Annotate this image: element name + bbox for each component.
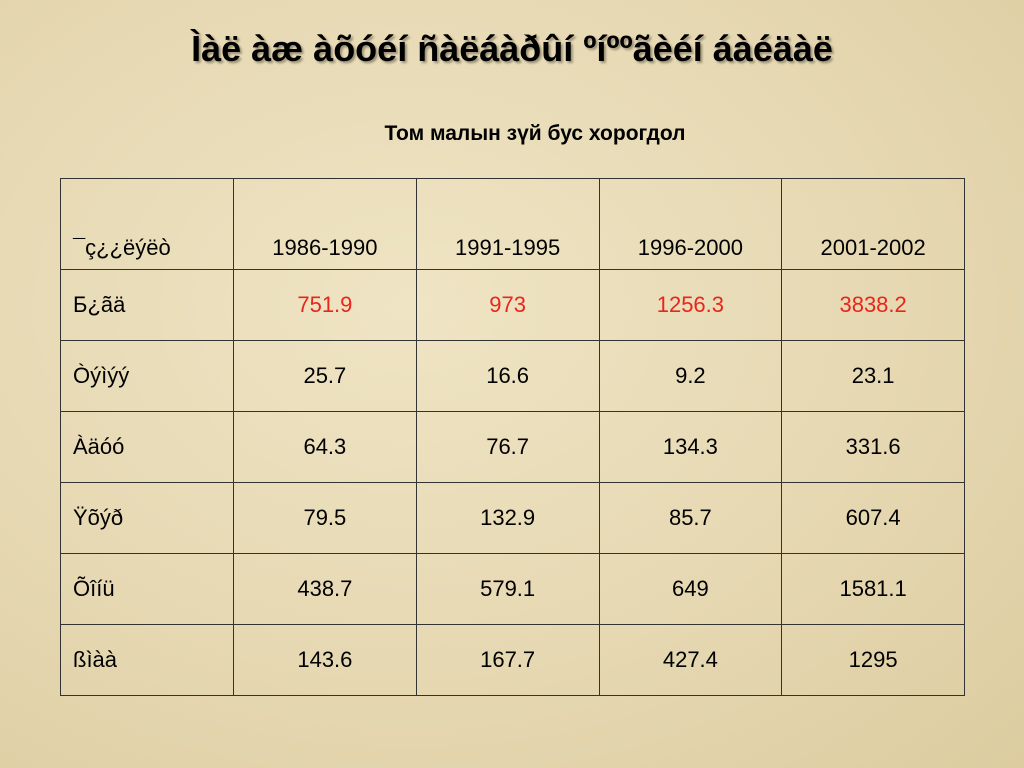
row-label: Õîíü [60, 553, 234, 625]
data-table: ¯ç¿¿ëýëò 1986-1990 1991-1995 1996-2000 2001-… [60, 178, 965, 696]
table-cell: 1295 [781, 624, 965, 696]
table-cell: 331.6 [781, 411, 965, 483]
table-cell: 438.7 [233, 553, 417, 625]
table-cell: 134.3 [598, 411, 783, 483]
table-cell: 167.7 [415, 624, 600, 696]
table-cell: 85.7 [598, 482, 783, 554]
table-cell: 751.9 [233, 269, 417, 341]
table-cell: 649 [598, 553, 783, 625]
header-cell: 1996-2000 [598, 178, 783, 270]
table-caption: Том малын зүй бус хорогдол [384, 122, 686, 145]
table-row: Àäóó 64.3 76.7 134.3 331.6 [60, 411, 965, 483]
table-cell: 23.1 [781, 340, 965, 412]
table-row: Б¿ãä 751.9 973 1256.3 3838.2 [60, 269, 965, 341]
table-cell: 132.9 [415, 482, 600, 554]
table-cell: 16.6 [415, 340, 600, 412]
table-row: Ÿõýð 79.5 132.9 85.7 607.4 [60, 482, 965, 554]
header-row: ¯ç¿¿ëýëò 1986-1990 1991-1995 1996-2000 2001-… [60, 178, 965, 270]
table-cell: 427.4 [598, 624, 783, 696]
table-row: Õîíü 438.7 579.1 649 1581.1 [60, 553, 965, 625]
table-cell: 1256.3 [598, 269, 783, 341]
table-cell: 973 [415, 269, 600, 341]
table-cell: 64.3 [233, 411, 417, 483]
table-cell: 25.7 [233, 340, 417, 412]
header-cell: 1986-1990 [233, 178, 417, 270]
table-cell: 79.5 [233, 482, 417, 554]
header-cell: ¯ç¿¿ëýëò [60, 178, 234, 270]
table-cell: 143.6 [233, 624, 417, 696]
table-row: ßìàà 143.6 167.7 427.4 1295 [60, 624, 965, 696]
row-label: Òýìýý [60, 340, 234, 412]
row-label: ßìàà [60, 624, 234, 696]
table-cell: 9.2 [598, 340, 783, 412]
row-label: Ÿõýð [60, 482, 234, 554]
table-row: Òýìýý 25.7 16.6 9.2 23.1 [60, 340, 965, 412]
table-cell: 76.7 [415, 411, 600, 483]
header-cell: 2001-2002 [781, 178, 965, 270]
table-cell: 1581.1 [781, 553, 965, 625]
table-cell: 607.4 [781, 482, 965, 554]
table-cell: 3838.2 [781, 269, 965, 341]
header-cell: 1991-1995 [415, 178, 600, 270]
row-label: Àäóó [60, 411, 234, 483]
row-label: Б¿ãä [60, 269, 234, 341]
table-cell: 579.1 [415, 553, 600, 625]
slide-title: Ìàë àæ àõóéí ñàëáàðûí ºíººãèéí áàéäàë [191, 28, 833, 69]
